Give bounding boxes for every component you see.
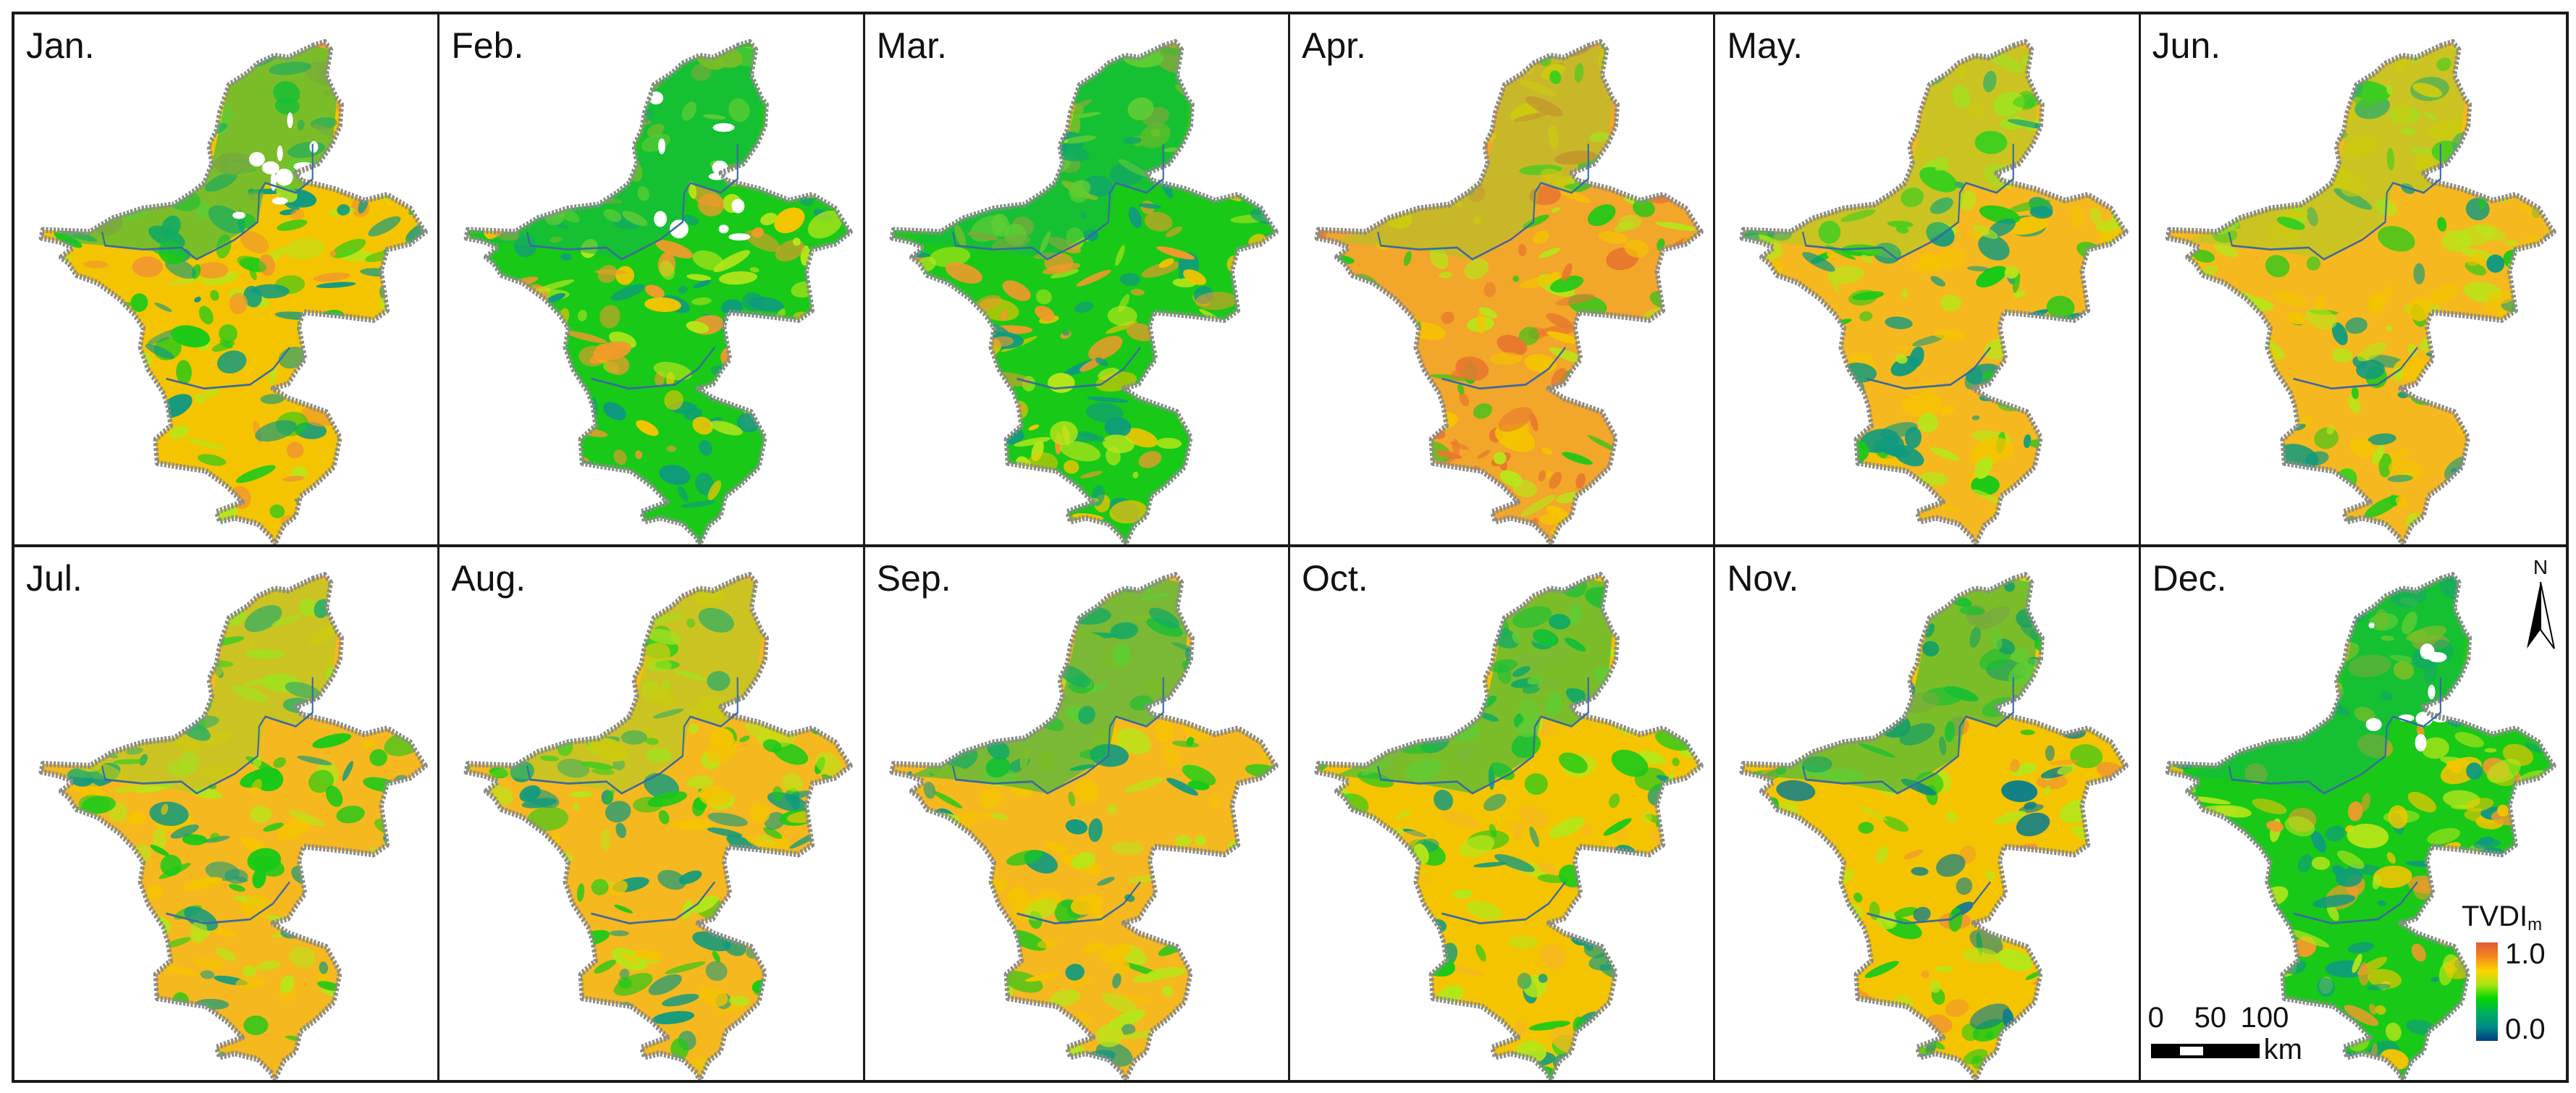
month-map-panel-nov: Nov. [1715, 547, 2141, 1080]
month-map-panel-dec: Dec. N TVDIm 1.0 0.0 0 50 100 km [2141, 547, 2566, 1080]
internal-boundary [951, 677, 1164, 795]
month-map-panel-jan: Jan. [14, 14, 440, 547]
month-label: Aug. [451, 558, 526, 599]
scale-bar: 0 50 100 km [2148, 1002, 2336, 1067]
month-map-panel-oct: Oct. [1290, 547, 1716, 1080]
month-label: Jan. [26, 25, 95, 66]
internal-boundary [1441, 881, 1566, 924]
region-map [1314, 572, 1704, 1080]
internal-boundary [591, 347, 716, 390]
internal-boundary [2293, 881, 2418, 924]
internal-boundary [1376, 677, 1589, 795]
internal-boundary [1802, 143, 2015, 261]
month-label: Nov. [1727, 558, 1799, 599]
region-map [38, 38, 428, 544]
month-label: Jun. [2152, 25, 2221, 66]
internal-boundary [101, 143, 313, 261]
region-map [889, 572, 1279, 1080]
internal-boundary [166, 881, 290, 924]
scale-bar-graphic [2150, 1044, 2260, 1058]
legend-max-label: 1.0 [2504, 938, 2546, 970]
month-label: Sep. [876, 558, 951, 599]
region-map [463, 572, 854, 1080]
month-label: Oct. [1301, 558, 1368, 599]
north-arrow-icon [2526, 581, 2555, 649]
internal-boundary [526, 677, 739, 795]
month-map-panel-jun: Jun. [2140, 14, 2566, 547]
internal-boundary [1376, 143, 1589, 261]
internal-boundary [1016, 347, 1141, 390]
internal-boundary [1441, 347, 1566, 390]
internal-boundary [1016, 881, 1141, 924]
scale-tick: 0 [2147, 1002, 2164, 1034]
monthly-map-grid: Jan. Feb. Mar. Apr. [12, 12, 2569, 1083]
month-map-panel-sep: Sep. [865, 547, 1290, 1080]
north-arrow: N [2524, 556, 2557, 650]
month-map-panel-mar: Mar. [864, 14, 1290, 547]
month-map-panel-feb: Feb. [439, 14, 865, 547]
month-label: Feb. [451, 25, 524, 66]
internal-boundary [2293, 347, 2418, 390]
region-map [463, 38, 854, 544]
region-map [2165, 38, 2556, 544]
tvdi-legend: TVDIm 1.0 0.0 [2462, 900, 2556, 1067]
internal-boundary [2228, 677, 2441, 795]
north-label: N [2533, 556, 2548, 578]
month-map-panel-aug: Aug. [439, 547, 865, 1080]
region-map [1739, 572, 2129, 1080]
month-label: May. [1727, 25, 1803, 66]
month-map-panel-apr: Apr. [1289, 14, 1716, 547]
internal-boundary [166, 347, 290, 390]
scale-tick: 50 [2194, 1002, 2227, 1034]
legend-colorbar [2475, 942, 2498, 1041]
legend-title: TVDIm [2461, 900, 2543, 934]
internal-boundary [101, 677, 313, 795]
month-label: Apr. [1301, 25, 1366, 66]
internal-boundary [1866, 881, 1992, 924]
region-map [1739, 38, 2129, 544]
region-map [889, 38, 1279, 544]
month-label: Dec. [2152, 558, 2227, 599]
month-map-panel-may: May. [1715, 14, 2141, 547]
internal-boundary [526, 143, 739, 261]
legend-min-label: 0.0 [2504, 1013, 2546, 1045]
internal-boundary [951, 143, 1164, 261]
month-label: Mar. [876, 25, 947, 66]
internal-boundary [1802, 677, 2015, 795]
region-map [38, 572, 428, 1080]
scale-unit: km [2263, 1034, 2302, 1065]
internal-boundary [2228, 143, 2441, 261]
internal-boundary [1866, 347, 1992, 390]
month-map-panel-jul: Jul. [14, 547, 440, 1080]
internal-boundary [591, 881, 716, 924]
scale-tick: 100 [2240, 1002, 2289, 1034]
region-map [1314, 38, 1704, 544]
month-label: Jul. [26, 558, 83, 599]
